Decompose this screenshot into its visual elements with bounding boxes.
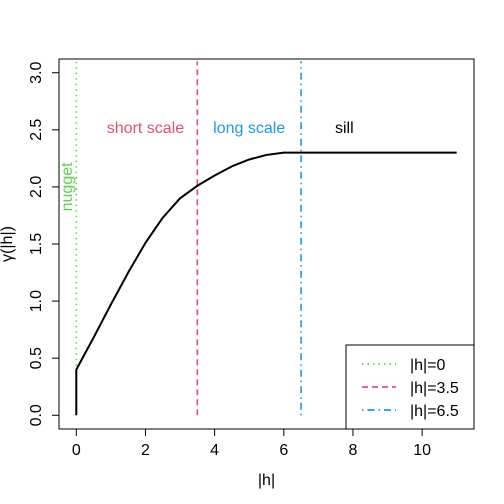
legend-label-0: |h|=0 — [410, 357, 446, 374]
annotation-nugget: nugget — [59, 162, 76, 211]
y-tick-label: 0.5 — [28, 347, 45, 369]
x-tick-label: 8 — [349, 442, 358, 459]
legend-label-2: |h|=6.5 — [410, 403, 459, 420]
x-tick-label: 6 — [279, 442, 288, 459]
annotation-sill: sill — [335, 120, 354, 137]
y-tick-label: 1.0 — [28, 290, 45, 312]
y-tick-label: 1.5 — [28, 233, 45, 255]
legend-label-1: |h|=3.5 — [410, 380, 459, 397]
x-tick-label: 0 — [72, 442, 81, 459]
x-axis-label: |h| — [258, 472, 275, 489]
annotation-short-scale: short scale — [107, 120, 184, 137]
y-axis-label: γ(|h|) — [0, 226, 16, 262]
x-tick-label: 10 — [413, 442, 431, 459]
x-tick-label: 4 — [210, 442, 219, 459]
y-tick-label: 2.5 — [28, 119, 45, 141]
x-tick-label: 2 — [141, 442, 150, 459]
y-tick-label: 0.0 — [28, 404, 45, 426]
annotation-long-scale: long scale — [213, 120, 285, 137]
annotations: nugget short scale long scale sill — [59, 120, 354, 211]
legend: |h|=0 |h|=3.5 |h|=6.5 — [346, 345, 474, 429]
y-tick-label: 3.0 — [28, 61, 45, 83]
y-tick-label: 2.0 — [28, 176, 45, 198]
vertical-reference-lines — [76, 61, 301, 415]
